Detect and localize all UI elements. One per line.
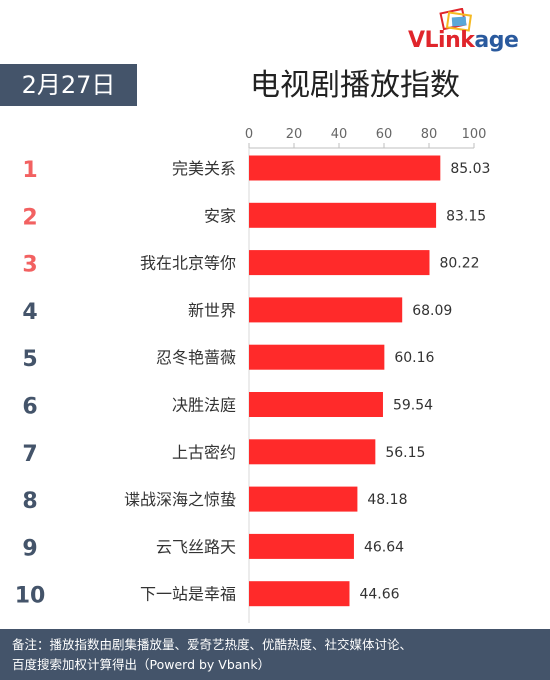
chart-row: 7 上古密约 56.15 <box>22 439 425 467</box>
rank-number: 3 <box>22 253 37 278</box>
bar <box>249 202 437 228</box>
x-axis: 0 20 40 60 80 100 <box>245 127 487 623</box>
chart-title: 电视剧播放指数 <box>250 68 460 103</box>
category-label: 云飞丝路天 <box>156 537 236 556</box>
chart-row: 8 谍战深海之惊蛰 48.18 <box>22 486 407 514</box>
bar <box>249 344 385 370</box>
bar <box>249 486 358 512</box>
rank-number: 7 <box>22 442 37 467</box>
value-label: 60.16 <box>394 350 434 366</box>
logo-text: VLinkage <box>408 28 519 53</box>
x-tick-label: 40 <box>331 127 348 142</box>
rank-number: 5 <box>22 347 37 372</box>
chart-row: 3 我在北京等你 80.22 <box>22 250 480 278</box>
value-label: 85.03 <box>450 161 490 177</box>
chart-row: 4 新世界 68.09 <box>22 297 452 325</box>
chart-row: 1 完美关系 85.03 <box>22 155 490 183</box>
category-label: 忍冬艳蔷薇 <box>156 348 236 367</box>
value-label: 56.15 <box>385 445 425 461</box>
category-label: 上古密约 <box>172 443 236 462</box>
rank-number: 10 <box>15 584 46 609</box>
rank-number: 6 <box>22 395 37 420</box>
value-label: 59.54 <box>393 398 433 414</box>
category-label: 安家 <box>204 206 236 225</box>
bar <box>249 297 403 323</box>
footer-line-1: 备注：播放指数由剧集播放量、爱奇艺热度、优酷热度、社交媒体讨论、 <box>12 637 413 652</box>
bar <box>249 250 430 276</box>
bar <box>249 155 441 181</box>
rank-number: 2 <box>22 205 37 230</box>
category-label: 新世界 <box>188 301 236 320</box>
chart-row: 2 安家 83.15 <box>22 202 486 230</box>
value-label: 83.15 <box>446 208 486 224</box>
x-tick-label: 60 <box>376 127 393 142</box>
chart-rows: 1 完美关系 85.03 2 安家 83.15 3 我在北京等你 80.22 4 新世界 68.09 5… <box>15 155 490 609</box>
chart-row: 9 云飞丝路天 46.64 <box>22 533 404 561</box>
bar-chart: 0 20 40 60 80 100 1 完美关系 85.032 安家 83.153 我在北京等你 80… <box>15 127 490 623</box>
category-label: 谍战深海之惊蛰 <box>124 490 236 509</box>
value-label: 48.18 <box>367 492 407 508</box>
value-label: 44.66 <box>359 587 399 603</box>
x-tick-label: 100 <box>462 127 487 142</box>
x-tick-label: 20 <box>286 127 303 142</box>
date-badge: 2月27日 <box>0 64 137 106</box>
bar <box>249 439 376 465</box>
chart-row: 5 忍冬艳蔷薇 60.16 <box>22 344 435 372</box>
rank-number: 1 <box>22 158 37 183</box>
bar <box>249 581 350 607</box>
footer-line-2: 百度搜索加权计算得出（Powerd by Vbank） <box>12 657 271 672</box>
logo-frame-icon <box>439 8 472 32</box>
vlinkage-logo: VLinkage <box>408 8 538 54</box>
x-tick-label: 80 <box>421 127 438 142</box>
footer-note: 备注：播放指数由剧集播放量、爱奇艺热度、优酷热度、社交媒体讨论、 百度搜索加权计… <box>0 629 550 680</box>
rank-number: 9 <box>22 536 37 561</box>
bar <box>249 533 354 559</box>
category-label: 我在北京等你 <box>140 254 236 273</box>
x-tick-label: 0 <box>245 127 253 142</box>
rank-number: 8 <box>22 489 37 514</box>
value-label: 68.09 <box>412 303 452 319</box>
value-label: 46.64 <box>364 539 404 555</box>
rank-number: 4 <box>22 300 37 325</box>
category-label: 完美关系 <box>172 159 236 178</box>
bar <box>249 392 383 417</box>
chart-row: 6 决胜法庭 59.54 <box>22 392 433 420</box>
value-label: 80.22 <box>439 256 479 272</box>
chart-row: 10 下一站是幸福 44.66 <box>15 581 400 609</box>
category-label: 下一站是幸福 <box>140 585 236 604</box>
category-label: 决胜法庭 <box>172 396 236 415</box>
